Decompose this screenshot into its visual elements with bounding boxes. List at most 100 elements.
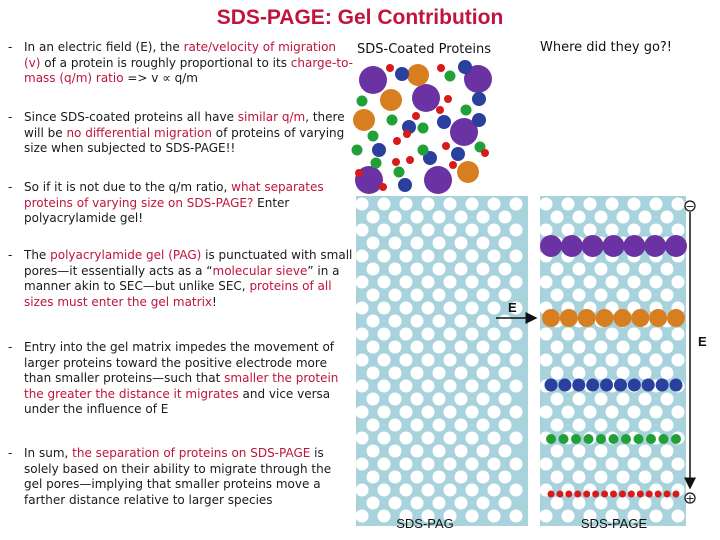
gel-pore (432, 470, 446, 484)
gel-pore (377, 457, 391, 471)
gel-pore (671, 405, 685, 419)
gel-pore (487, 483, 501, 497)
gel-pore (432, 210, 446, 224)
bullet-text: , there will be (24, 110, 345, 140)
gel-pore (660, 262, 674, 276)
protein-mixture (351, 60, 492, 194)
gel-pore (476, 236, 490, 250)
red-protein (436, 106, 444, 114)
gel-pore (649, 327, 663, 341)
bullet-text: Enter polyacrylamide gel! (24, 195, 290, 226)
orange-band (542, 309, 560, 327)
gel-pore (671, 457, 685, 471)
blue-protein (395, 67, 409, 81)
gel-pore (366, 210, 380, 224)
gel-pore (388, 418, 402, 432)
gel-pore (377, 327, 391, 341)
gel-pore (660, 418, 674, 432)
red-band (592, 490, 600, 498)
gel-pore (616, 288, 630, 302)
gel-pore (638, 496, 652, 510)
gel-pore (550, 418, 564, 432)
gel-pore (454, 366, 468, 380)
gel-pore (572, 470, 586, 484)
gel-pore (550, 392, 564, 406)
green-band (633, 434, 644, 444)
gel-pore (638, 210, 652, 224)
gel-pore (627, 327, 641, 341)
gel-pore (616, 444, 630, 458)
green-protein (444, 70, 456, 82)
blue-band (586, 378, 600, 392)
gel-pore (649, 457, 663, 471)
gel-pore (399, 301, 413, 315)
gel-pore (616, 470, 630, 484)
purple-band (623, 235, 646, 257)
gel-pore (454, 340, 468, 354)
gel-pore (583, 275, 597, 289)
gel-pore (594, 418, 608, 432)
gel-pore (616, 210, 630, 224)
gel-pore (660, 496, 674, 510)
gel-pore (498, 262, 512, 276)
gel-pore (671, 275, 685, 289)
gel-pore (509, 431, 523, 445)
gel-pore (454, 236, 468, 250)
gel-pore (399, 405, 413, 419)
purple-band (540, 235, 562, 257)
gel-pore (498, 444, 512, 458)
gel-pore (421, 457, 435, 471)
gel-pore (388, 314, 402, 328)
gel-pore (498, 288, 512, 302)
gel-pore (583, 457, 597, 471)
gel-pore (550, 470, 564, 484)
gel-pore (660, 366, 674, 380)
gel-pore (638, 366, 652, 380)
blue-band (544, 378, 558, 392)
gel-pore (410, 262, 424, 276)
green-protein (393, 166, 405, 178)
gel-pore (355, 457, 369, 471)
gel-pore (583, 197, 597, 211)
gel-pore (649, 353, 663, 367)
gel-pore (638, 392, 652, 406)
gel-pore (476, 366, 490, 380)
gel-pore (476, 340, 490, 354)
gel-pore (366, 314, 380, 328)
gel-pore (443, 509, 457, 523)
gel-pore (377, 223, 391, 237)
gel-pore (443, 197, 457, 211)
gel-pore (366, 496, 380, 510)
gel-pore (616, 366, 630, 380)
gel-pore (388, 236, 402, 250)
gel-pore (355, 275, 369, 289)
bullet-4: - The polyacrylamide gel (PAG) is punctua… (8, 248, 353, 309)
blue-band (558, 378, 572, 392)
red-protein (442, 142, 450, 150)
gel-pore (465, 431, 479, 445)
blue-band (627, 378, 641, 392)
gel-pore (443, 353, 457, 367)
gel-pore (366, 366, 380, 380)
highlight-text: smaller the protein the greater the dist… (24, 371, 339, 401)
positive-electrode-icon (684, 492, 696, 504)
gel-pore (399, 379, 413, 393)
gel-pore (638, 470, 652, 484)
gel-pore (583, 353, 597, 367)
gel-pore (410, 236, 424, 250)
gel-pore (432, 236, 446, 250)
gel-pore (627, 405, 641, 419)
bullet-text: and vice versa under the influence of E (24, 386, 331, 417)
gel-pore (638, 288, 652, 302)
gel-pore (649, 223, 663, 237)
gel-pore (388, 340, 402, 354)
gel-pore (660, 210, 674, 224)
gel-pore (572, 340, 586, 354)
gel-pore (509, 327, 523, 341)
gel-pore (432, 314, 446, 328)
red-band (547, 490, 555, 498)
gel-pore (432, 366, 446, 380)
gel-pore (410, 210, 424, 224)
gel-pore (421, 353, 435, 367)
bullet-text: is solely based on their ability to migr… (24, 446, 332, 507)
